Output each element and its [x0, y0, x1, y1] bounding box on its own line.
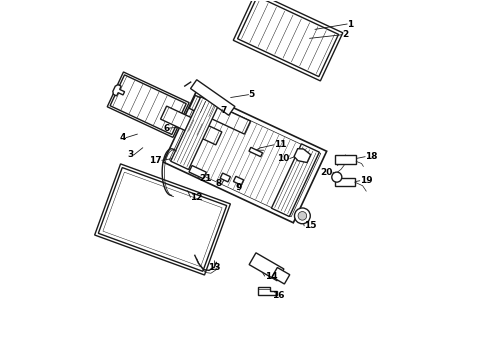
Text: 21: 21: [199, 175, 212, 184]
Polygon shape: [294, 149, 311, 163]
Polygon shape: [271, 144, 319, 216]
Text: 9: 9: [235, 183, 242, 192]
Text: 1: 1: [347, 19, 353, 28]
Text: 3: 3: [127, 150, 134, 159]
Polygon shape: [233, 0, 343, 81]
Polygon shape: [163, 91, 327, 223]
Polygon shape: [189, 166, 206, 179]
Circle shape: [332, 172, 342, 182]
Polygon shape: [258, 287, 277, 296]
Polygon shape: [113, 85, 124, 96]
Text: 13: 13: [208, 264, 221, 273]
Text: 10: 10: [277, 154, 290, 163]
Polygon shape: [98, 168, 227, 271]
Text: 15: 15: [304, 221, 317, 230]
Text: 8: 8: [216, 179, 221, 188]
Polygon shape: [161, 106, 222, 145]
Text: 4: 4: [120, 133, 126, 142]
Polygon shape: [220, 173, 230, 182]
Polygon shape: [107, 72, 189, 138]
Text: 12: 12: [191, 193, 203, 202]
Polygon shape: [238, 0, 339, 77]
Polygon shape: [249, 147, 263, 157]
Polygon shape: [191, 80, 235, 115]
Text: 16: 16: [272, 291, 284, 300]
Polygon shape: [171, 97, 219, 170]
Text: 18: 18: [365, 152, 378, 161]
Text: 20: 20: [320, 168, 333, 177]
Text: 11: 11: [274, 140, 286, 149]
Polygon shape: [95, 164, 230, 275]
Polygon shape: [335, 155, 356, 163]
Polygon shape: [189, 95, 250, 134]
Polygon shape: [110, 75, 186, 135]
Text: 14: 14: [265, 271, 277, 280]
Polygon shape: [335, 178, 355, 186]
Text: 5: 5: [248, 90, 255, 99]
Text: 19: 19: [360, 176, 372, 185]
Polygon shape: [249, 253, 284, 281]
Polygon shape: [233, 176, 244, 185]
Polygon shape: [272, 267, 290, 284]
Circle shape: [294, 208, 310, 224]
Text: 17: 17: [149, 156, 162, 165]
Text: 2: 2: [342, 30, 348, 39]
Circle shape: [298, 212, 307, 220]
Text: 7: 7: [220, 105, 226, 114]
Text: 6: 6: [164, 123, 170, 132]
